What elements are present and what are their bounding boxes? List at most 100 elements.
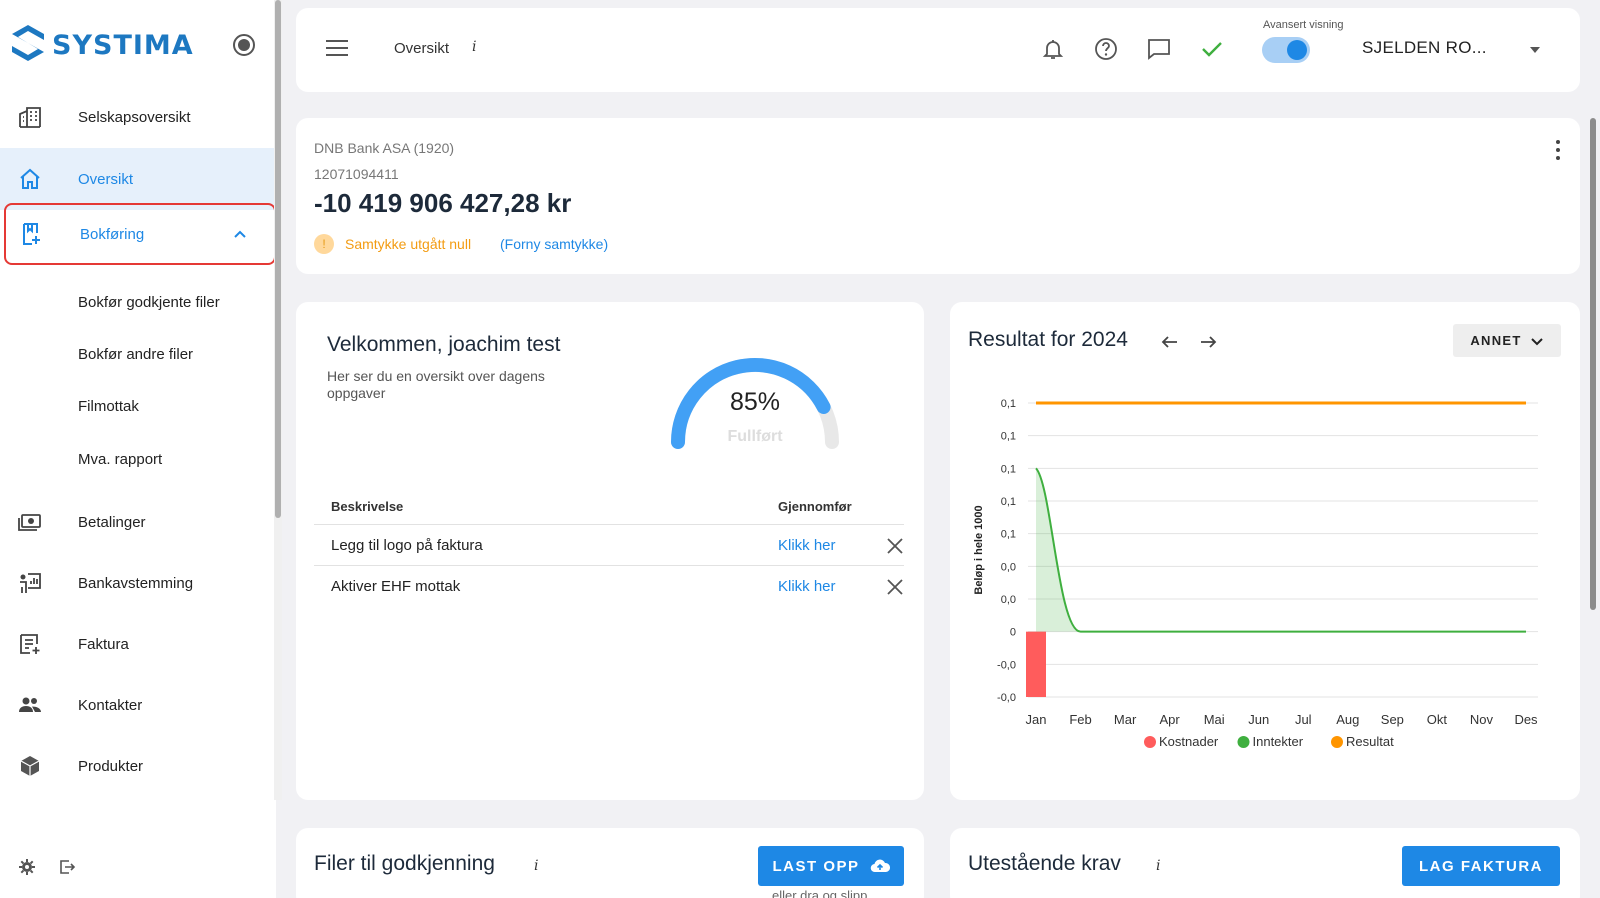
bell-icon[interactable]	[1040, 36, 1066, 62]
consent-warning: Samtykke utgått null	[345, 236, 472, 252]
gear-icon[interactable]	[18, 858, 36, 876]
cloud-upload-icon	[870, 859, 890, 873]
progress-percent: 85%	[729, 388, 781, 416]
x-tick-label: Feb	[1069, 712, 1091, 727]
y-tick-label: -0,0	[997, 659, 1016, 671]
legend-marker	[1331, 736, 1343, 748]
sidebar-item-label: Betalinger	[78, 513, 146, 531]
category-dropdown-label: ANNET	[1470, 333, 1522, 348]
sidebar-item-label: Bokføring	[80, 225, 145, 243]
x-tick-label: Jun	[1248, 712, 1269, 727]
logout-icon[interactable]	[58, 858, 76, 876]
sidebar-item-label: Faktura	[78, 635, 129, 653]
create-invoice-button-label: LAG FAKTURA	[1419, 857, 1543, 875]
sidebar-subitem-bokfor-andre[interactable]: Bokfør andre filer	[78, 346, 194, 363]
systima-logo[interactable]: SYSTIMA	[10, 22, 194, 68]
sidebar-scrollbar[interactable]	[275, 0, 281, 518]
legend-marker	[1237, 736, 1250, 748]
chat-icon[interactable]	[1146, 36, 1172, 62]
advanced-view-toggle[interactable]	[1262, 37, 1310, 63]
arrow-right-icon[interactable]	[1198, 332, 1218, 352]
table-row: Aktiver EHF mottak Klikk her	[314, 566, 904, 607]
welcome-subtitle: Her ser du en oversikt over dagens oppga…	[327, 368, 545, 401]
y-tick-label: 0,1	[1001, 529, 1016, 541]
sidebar-subitem-filmottak[interactable]: Filmottak	[78, 398, 139, 415]
sidebar-item-oversikt[interactable]: Oversikt	[0, 148, 274, 210]
info-icon[interactable]: i	[472, 39, 477, 55]
legend-marker	[1144, 736, 1156, 748]
account-number: 12071094411	[314, 166, 399, 182]
progress-gauge	[671, 357, 839, 449]
company-selector[interactable]: SJELDEN RO...	[1362, 38, 1487, 57]
sidebar-item-selskapsoversikt[interactable]: Selskapsoversikt	[0, 86, 274, 148]
progress-caption: Fullført	[727, 428, 783, 445]
gauge-fill	[671, 357, 831, 449]
bookkeeping-icon	[23, 223, 40, 245]
legend-label: Resultat	[1346, 734, 1394, 749]
column-header-action: Gjennomfør	[778, 499, 852, 514]
close-icon[interactable]	[886, 578, 904, 596]
sidebar: SYSTIMA Selskapsoversikt Oversikt Bokfør…	[0, 0, 276, 898]
legend-label: Inntekter	[1253, 734, 1304, 749]
sidebar-subitem-mva-rapport[interactable]: Mva. rapport	[78, 451, 163, 468]
record-icon[interactable]	[233, 34, 255, 56]
x-tick-label: Nov	[1470, 712, 1494, 727]
claims-card-title: Utestående krav	[968, 852, 1121, 875]
y-tick-label: 0	[1010, 627, 1016, 639]
info-icon[interactable]: i	[534, 858, 539, 874]
sidebar-item-label: Selskapsoversikt	[78, 108, 191, 126]
caret-down-icon[interactable]	[1530, 47, 1540, 53]
sidebar-item-bankavstemming[interactable]: Bankavstemming	[0, 552, 274, 614]
files-card-title: Filer til godkjenning	[314, 852, 495, 875]
box-icon	[20, 756, 40, 776]
home-icon	[20, 168, 40, 189]
sidebar-item-bokforing[interactable]: Bokføring	[4, 203, 276, 265]
x-tick-label: Des	[1514, 712, 1538, 727]
invoice-icon	[20, 634, 40, 654]
toggle-knob	[1287, 40, 1307, 60]
sidebar-item-kontakter[interactable]: Kontakter	[0, 674, 274, 736]
x-tick-label: Apr	[1160, 712, 1181, 727]
chevron-up-icon[interactable]	[232, 226, 248, 242]
upload-button[interactable]: LAST OPP	[758, 846, 904, 886]
sidebar-subitem-bokfor-godkjente[interactable]: Bokfør godkjente filer	[78, 294, 220, 311]
more-options-icon[interactable]	[1556, 140, 1562, 160]
arrow-left-icon[interactable]	[1160, 332, 1180, 352]
x-tick-label: Okt	[1427, 712, 1448, 727]
menu-icon[interactable]	[326, 40, 348, 58]
info-icon[interactable]: i	[1156, 858, 1161, 874]
category-dropdown[interactable]: ANNET	[1453, 324, 1561, 357]
sidebar-item-label: Bankavstemming	[78, 574, 194, 592]
sidebar-item-produkter[interactable]: Produkter	[0, 735, 274, 797]
main-scrollbar[interactable]	[1590, 118, 1596, 610]
y-tick-label: 0,1	[1001, 463, 1016, 475]
office-building-icon	[19, 107, 41, 128]
sidebar-footer	[18, 858, 76, 876]
x-tick-label: Mar	[1114, 712, 1137, 727]
chart-title: Resultat for 2024	[968, 328, 1128, 351]
task-action-link[interactable]: Klikk her	[778, 578, 836, 595]
y-tick-label: 0,0	[1001, 594, 1016, 606]
systima-logo-icon	[12, 25, 44, 61]
task-description: Legg til logo på faktura	[331, 537, 483, 554]
files-for-approval-card: Filer til godkjenning i LAST OPP eller d…	[296, 828, 924, 898]
x-tick-label: Jan	[1026, 712, 1047, 727]
y-tick-label: 0,1	[1001, 496, 1016, 508]
sidebar-item-label: Produkter	[78, 757, 144, 775]
result-chart: 0,1 0,1 0,1 0,1 0,1 0,0 0,0 0 -0,0 -0,0 Beløp i he…	[973, 398, 1538, 749]
welcome-card: Velkommen, joachim test Her ser du en ov…	[296, 302, 924, 800]
sidebar-item-betalinger[interactable]: Betalinger	[0, 491, 274, 553]
bank-account-card: DNB Bank ASA (1920) 12071094411 -10 419 …	[296, 118, 1580, 274]
create-invoice-button[interactable]: LAG FAKTURA	[1402, 846, 1560, 886]
y-tick-label: -0,0	[997, 692, 1016, 704]
y-tick-label: 0,1	[1001, 431, 1016, 443]
advanced-view-label: Avansert visning	[1263, 19, 1344, 31]
renew-consent-link[interactable]: (Forny samtykke)	[500, 236, 609, 252]
drag-drop-hint: eller dra og slipp	[772, 888, 868, 898]
sidebar-item-faktura[interactable]: Faktura	[0, 613, 274, 675]
legend-label: Kostnader	[1159, 734, 1219, 749]
help-icon[interactable]	[1093, 36, 1119, 62]
check-icon[interactable]	[1199, 36, 1225, 62]
task-action-link[interactable]: Klikk her	[778, 537, 836, 554]
close-icon[interactable]	[886, 537, 904, 555]
